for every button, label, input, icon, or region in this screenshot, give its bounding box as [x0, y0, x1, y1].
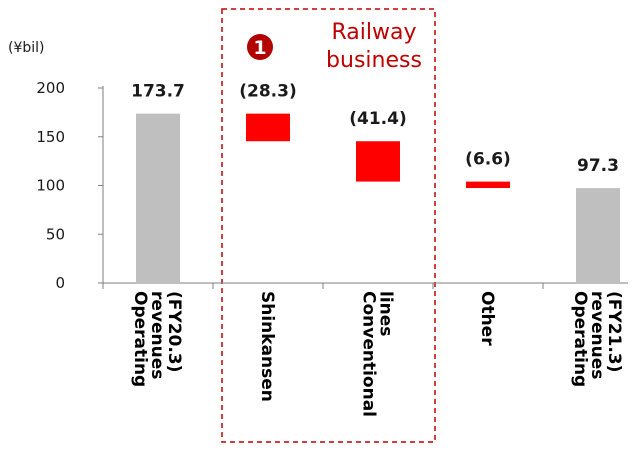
decrease-bar — [356, 141, 400, 182]
category-label-line: Operating — [570, 291, 590, 387]
category-label-line: Other — [477, 291, 497, 346]
decrease-bar — [466, 181, 510, 189]
annotation-text-line: business — [326, 48, 422, 73]
category-label-line: Conventional — [359, 291, 379, 417]
decrease-bar — [246, 113, 290, 142]
total-bar — [576, 188, 620, 283]
y-tick-label: 150 — [36, 128, 65, 146]
total-bar — [136, 113, 180, 283]
annotation-dashed-box — [221, 8, 436, 443]
y-axis: 0 50 100 150 200 (¥bil) — [8, 40, 628, 292]
category-label-line: lines — [376, 291, 396, 336]
category-label: Other — [477, 291, 497, 346]
category-label-line: revenues — [587, 291, 607, 379]
bar-value-label: 97.3 — [577, 156, 619, 176]
bar-value-label: (41.4) — [349, 109, 406, 129]
railway-business-annotation: 1 Railway business — [221, 8, 436, 443]
bars — [136, 113, 620, 283]
y-tick-label: 50 — [46, 225, 65, 243]
bar-value-label: (6.6) — [465, 150, 511, 170]
annotation-badge — [247, 34, 273, 60]
category-label-line: Operating — [130, 291, 150, 387]
category-label-line: (FY20.3) — [164, 291, 184, 372]
category-label: Shinkansen — [257, 291, 277, 402]
y-tick-label: 0 — [55, 274, 65, 292]
category-label-line: Shinkansen — [257, 291, 277, 402]
annotation-text-line: Railway — [331, 20, 416, 45]
category-label: Conventionallines — [359, 291, 396, 417]
category-labels: Operatingrevenues(FY20.3) Shinkansen Conve… — [130, 291, 624, 417]
y-unit-label: (¥bil) — [8, 40, 45, 56]
y-tick-label: 200 — [36, 79, 65, 97]
category-label: Operatingrevenues(FY20.3) — [130, 291, 184, 387]
bar-value-label: 173.7 — [131, 82, 185, 102]
category-label-line: (FY21.3) — [604, 291, 624, 372]
y-tick-label: 100 — [36, 177, 65, 195]
annotation-badge-number: 1 — [253, 37, 266, 59]
category-label: Operatingrevenues(FY21.3) — [570, 291, 624, 387]
category-label-line: revenues — [147, 291, 167, 379]
bar-value-label: (28.3) — [239, 82, 296, 102]
data-labels: 173.7 (28.3) (41.4) (6.6) 97.3 — [131, 82, 619, 176]
